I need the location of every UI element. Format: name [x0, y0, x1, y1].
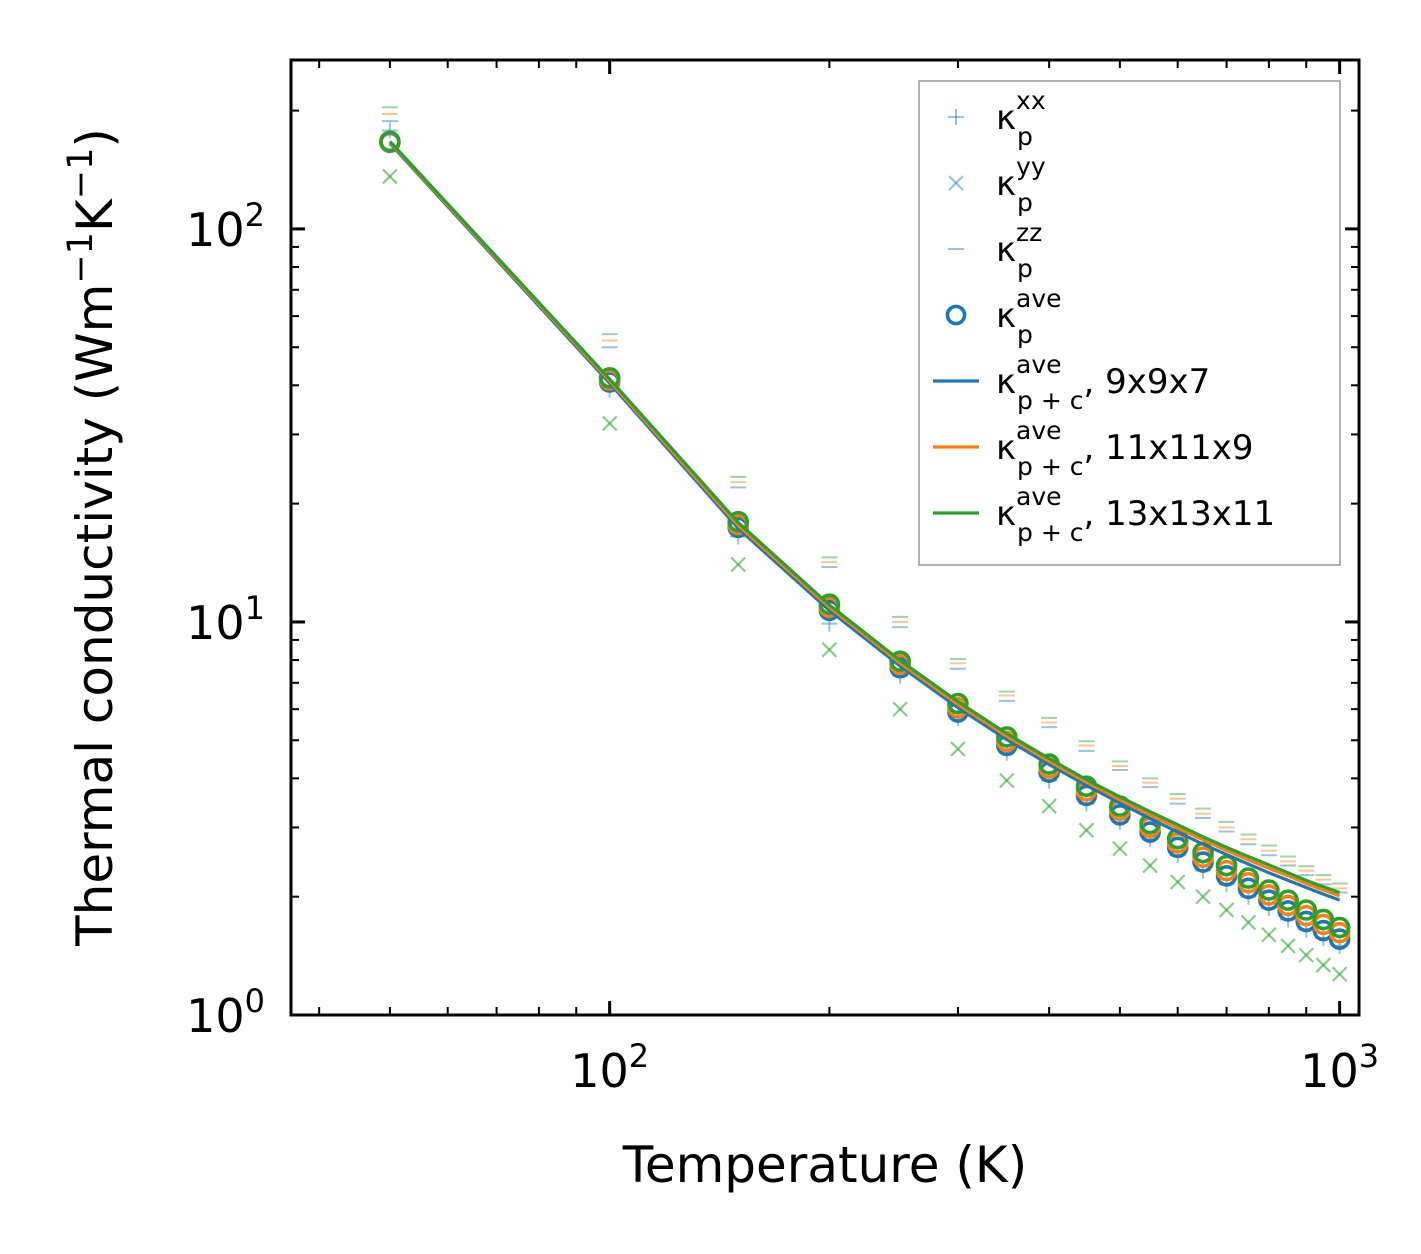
point-kappa_p_yy-550 — [1142, 857, 1158, 874]
plot-marks — [379, 106, 1351, 982]
point-kappa_p_yy-900 — [1298, 947, 1315, 963]
point-kappa_p_ave_13x13x11-700 — [1215, 854, 1238, 877]
point-kappa_p_yy-50 — [382, 168, 398, 185]
legend-entry-1: κyy p — [948, 152, 1046, 217]
x-axis-label: Temperature (K) — [622, 1136, 1027, 1194]
point-kappa_p_yy-850 — [1280, 938, 1296, 954]
point-kappa_p_ave_13x13x11-50 — [379, 130, 401, 153]
legend-entry-3: κave p — [945, 284, 1062, 349]
y-tick-label-100: 102 — [186, 196, 265, 257]
legend-label-3: κave p — [996, 284, 1062, 349]
legend-marker-0 — [948, 109, 964, 125]
series-line-kappa_pc_ave_11x11x9 — [388, 141, 1341, 898]
point-kappa_p_yy-100 — [601, 415, 618, 432]
series-kappa_pc_ave_13x13x11 — [388, 140, 1341, 894]
series-kappa_p_zz_11x11x9 — [381, 113, 1348, 890]
legend-entry-0: κxx p — [948, 86, 1046, 151]
y-axis-label-base: Thermal conductivity (Wm — [66, 284, 124, 947]
series-line-kappa_pc_ave_9x9x7 — [388, 142, 1341, 902]
y-axis-label: Thermal conductivity (Wm−1K−1) — [61, 128, 124, 947]
legend-entry-4: κave p + c, 9x9x7 — [933, 350, 1210, 415]
legend-entry-5: κave p + c, 11x11x9 — [933, 416, 1254, 481]
point-kappa_p_ave_13x13x11-800 — [1258, 879, 1280, 901]
y-tick-label-1: 100 — [186, 982, 265, 1043]
point-kappa_p_yy-800 — [1261, 926, 1277, 943]
plot-frame — [289, 58, 1361, 1017]
point-kappa_p_ave_13x13x11-300 — [947, 692, 969, 715]
plot-axes: 102 103 100 101 102 — [186, 58, 1379, 1098]
point-kappa_p_ave_13x13x11-750 — [1237, 867, 1260, 889]
y-axis-label-exp1: −1 — [61, 232, 101, 284]
y-tick-label-10: 101 — [186, 589, 265, 650]
legend-label-6: κave p + c, 13x13x11 — [996, 482, 1275, 547]
point-kappa_p_yy-150 — [730, 556, 746, 573]
x-tick-label-1000: 103 — [1300, 1037, 1379, 1098]
point-kappa_p_yy-200 — [821, 641, 838, 658]
point-kappa_p_ave_13x13x11-850 — [1277, 889, 1299, 911]
point-kappa_p_ave_13x13x11-250 — [889, 650, 911, 672]
series-kappa_pc_ave_9x9x7 — [388, 142, 1341, 902]
point-kappa_p_yy-450 — [1078, 822, 1095, 839]
y-axis-label-end: ) — [66, 128, 124, 148]
point-kappa_p_yy-950 — [1315, 957, 1332, 973]
point-kappa_p_yy-250 — [892, 701, 908, 717]
x-tick-label-100: 102 — [570, 1037, 649, 1098]
series-kappa_p_zz_13x13x11 — [381, 106, 1348, 885]
legend-label-1: κyy p — [996, 152, 1046, 217]
point-kappa_p_ave_13x13x11-900 — [1295, 899, 1318, 921]
point-kappa_p_yy-300 — [950, 741, 966, 757]
point-kappa_p_ave_13x13x11-100 — [598, 367, 621, 389]
point-kappa_p_ave_13x13x11-350 — [996, 726, 1018, 748]
point-kappa_p_ave_9x9x7-1000 — [1328, 928, 1351, 950]
point-kappa_p_yy-400 — [1041, 798, 1057, 814]
legend-marker-1 — [948, 175, 964, 191]
point-kappa_p_ave_13x13x11-1000 — [1328, 916, 1351, 939]
point-kappa_p_yy-750 — [1240, 914, 1257, 931]
y-axis-label-unit-k: K — [66, 198, 124, 232]
point-kappa_p_yy-650 — [1195, 888, 1211, 905]
point-kappa_p_yy-500 — [1112, 840, 1128, 857]
y-axis-label-exp2: −1 — [61, 148, 101, 200]
point-kappa_p_ave_13x13x11-150 — [727, 510, 749, 533]
legend-label-5: κave p + c, 11x11x9 — [996, 416, 1254, 481]
series-kappa_p_yy — [382, 168, 1348, 982]
legend-box — [918, 80, 1341, 566]
series-line-kappa_pc_ave_13x13x11 — [388, 140, 1341, 894]
point-kappa_p_yy-350 — [999, 772, 1015, 789]
point-kappa_p_xx-50 — [381, 122, 398, 139]
legend-entry-2: κzz p — [948, 218, 1042, 283]
point-kappa_p_yy-1000 — [1331, 966, 1348, 982]
series-kappa_pc_ave_11x11x9 — [388, 141, 1341, 898]
point-kappa_p_yy-600 — [1169, 874, 1186, 890]
legend-entry-6: κave p + c, 13x13x11 — [933, 482, 1275, 547]
legend-label-0: κxx p — [996, 86, 1046, 151]
legend-label-4: κave p + c, 9x9x7 — [996, 350, 1210, 415]
legend-label-2: κzz p — [996, 218, 1042, 283]
legend-marker-3 — [945, 304, 967, 326]
point-kappa_p_yy-700 — [1218, 902, 1235, 918]
